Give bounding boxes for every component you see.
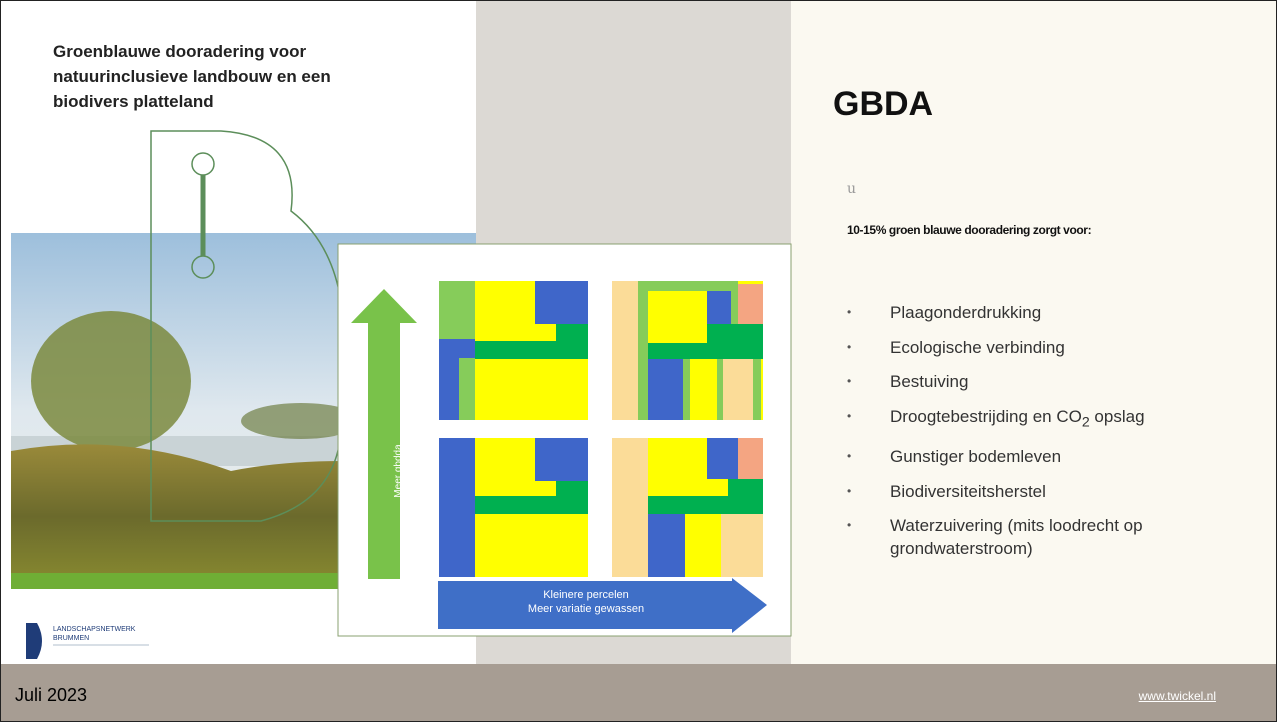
- photo-tree: [31, 311, 191, 451]
- bullet: Biodiversiteitsherstel: [847, 480, 1217, 503]
- cover-title: Groenblauwe dooradering voor natuurinclu…: [53, 39, 331, 114]
- footer-date: Juli 2023: [15, 685, 87, 706]
- cover-title-line: Groenblauwe dooradering voor: [53, 39, 331, 64]
- bullet-list: Plaagonderdrukking Ecologische verbinding…: [847, 301, 1217, 572]
- arrow-label: Meer variatie gbda: [404, 429, 415, 512]
- cover-ornament: [192, 153, 214, 175]
- bullet: Ecologische verbinding: [847, 336, 1217, 359]
- cover-title-line: biodivers platteland: [53, 89, 331, 114]
- bullet: Bestuiving: [847, 370, 1217, 393]
- slide-title: GBDA: [833, 85, 933, 124]
- bullet: Plaagonderdrukking: [847, 301, 1217, 324]
- bullet-text: Droogtebestrijding en CO: [890, 407, 1082, 426]
- footer: [1, 664, 1277, 722]
- bullet: Gunstiger bodemleven: [847, 445, 1217, 468]
- bullet: Waterzuivering (mits loodrecht op grondw…: [847, 514, 1217, 560]
- arrow-label: Meer variatie gewassen: [528, 603, 644, 615]
- cover-title-line: natuurinclusieve landbouw en een: [53, 64, 331, 89]
- bullet-subscript: 2: [1082, 414, 1090, 430]
- footer-link[interactable]: www.twickel.nl: [1139, 689, 1216, 703]
- grid-bottom-left: [439, 438, 588, 577]
- logo-mark: [26, 623, 42, 659]
- arrow-label: Meer gbdda: [393, 444, 404, 498]
- logo-text: BRUMMEN: [53, 635, 89, 642]
- slide: LANDSCHAPSNETWERK BRUMMEN: [0, 0, 1277, 722]
- subtitle: 10-15% groen blauwe dooradering zorgt vo…: [847, 223, 1091, 237]
- stray-glyph: u: [847, 181, 856, 197]
- grid-top-left: [439, 281, 588, 420]
- bullet: Droogtebestrijding en CO2 opslag: [847, 405, 1217, 434]
- grid-bottom-right: [612, 438, 763, 577]
- arrow-label: Kleinere percelen: [543, 589, 629, 601]
- bullet-text: opslag: [1090, 407, 1145, 426]
- logo-text: LANDSCHAPSNETWERK: [53, 626, 136, 633]
- grid-top-right: [612, 281, 763, 420]
